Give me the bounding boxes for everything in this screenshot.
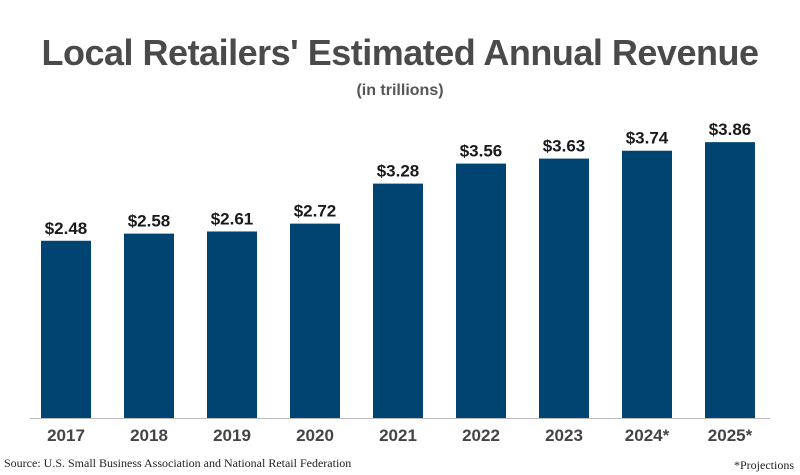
- bar-value-label: $2.72: [294, 202, 337, 221]
- bar-value-label: $3.56: [460, 142, 503, 161]
- bar-2019: [207, 231, 257, 418]
- bar-2020: [290, 223, 340, 418]
- bar-2018: [124, 233, 174, 418]
- bar-2023: [539, 158, 589, 418]
- bar-value-label: $3.28: [377, 162, 420, 181]
- source-note: Source: U.S. Small Business Association …: [4, 456, 352, 470]
- bar-2017: [41, 240, 91, 418]
- x-tick-label: 2017: [47, 426, 85, 445]
- bar-value-label: $3.74: [626, 129, 669, 148]
- bar-value-label: $2.58: [128, 212, 171, 231]
- bar-2021: [373, 183, 423, 418]
- bar-value-label: $3.63: [543, 137, 586, 156]
- x-tick-label: 2024*: [625, 426, 670, 445]
- bar-value-label: $3.86: [709, 120, 752, 139]
- bar-2024: [622, 150, 672, 419]
- x-tick-label: 2020: [296, 426, 334, 445]
- x-tick-label: 2022: [462, 426, 500, 445]
- bar-2022: [456, 163, 506, 418]
- x-tick-label: 2025*: [708, 426, 753, 445]
- projections-note: *Projections: [734, 458, 794, 472]
- chart-title: Local Retailers' Estimated Annual Revenu…: [41, 32, 759, 73]
- x-tick-label: 2019: [213, 426, 251, 445]
- bar-2025: [705, 142, 755, 418]
- bar-value-label: $2.48: [45, 219, 88, 238]
- x-tick-label: 2018: [130, 426, 168, 445]
- chart-subtitle: (in trillions): [356, 82, 444, 99]
- bar-value-label: $2.61: [211, 209, 254, 228]
- x-tick-label: 2021: [379, 426, 417, 445]
- x-tick-label: 2023: [545, 426, 583, 445]
